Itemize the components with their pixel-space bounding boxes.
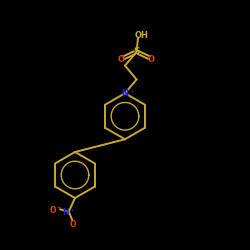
Text: O: O	[118, 55, 125, 64]
Text: S: S	[133, 48, 140, 56]
Text: OH: OH	[134, 31, 148, 40]
Text: N$^+$: N$^+$	[121, 87, 136, 99]
Text: O$^-$: O$^-$	[49, 204, 62, 215]
Text: O: O	[69, 220, 76, 229]
Text: O: O	[148, 55, 155, 64]
Text: N$^+$: N$^+$	[62, 206, 76, 218]
